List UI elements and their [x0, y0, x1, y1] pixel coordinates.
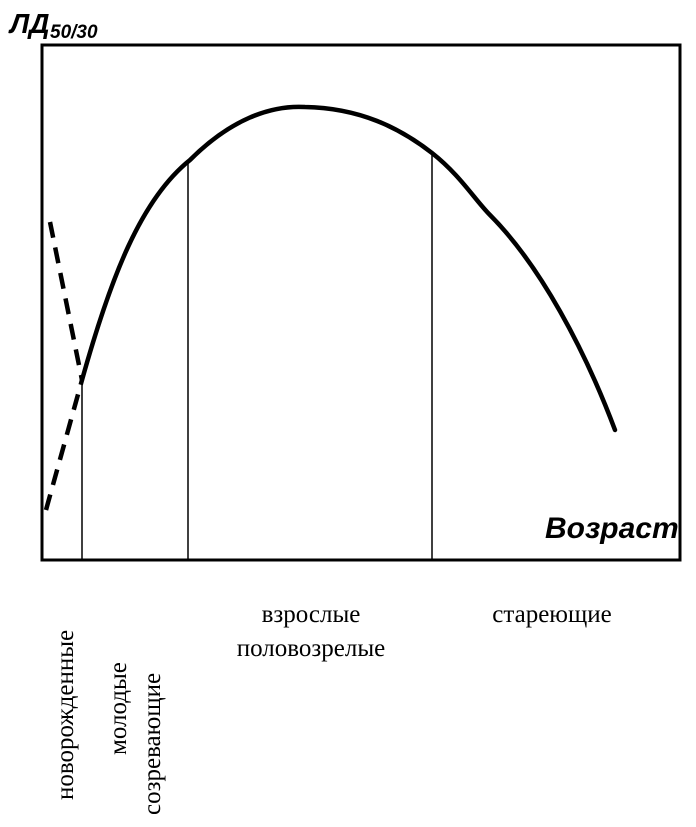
stage-label: созревающие — [139, 673, 166, 815]
curve — [79, 104, 618, 433]
stage-label: взрослые — [262, 601, 361, 628]
y-axis-subscript: 50/30 — [50, 22, 98, 43]
stage-label: стареющие — [492, 601, 611, 628]
x-axis-label: Возраст — [545, 512, 679, 545]
stage-label: половозрелые — [237, 635, 386, 662]
dashed-line — [43, 379, 85, 511]
frame — [40, 43, 682, 562]
y-axis-label: ЛД — [8, 8, 49, 39]
stage-label: новорожденные — [52, 630, 79, 800]
dashed-line — [47, 221, 85, 381]
stage-label: молодые — [105, 662, 132, 755]
